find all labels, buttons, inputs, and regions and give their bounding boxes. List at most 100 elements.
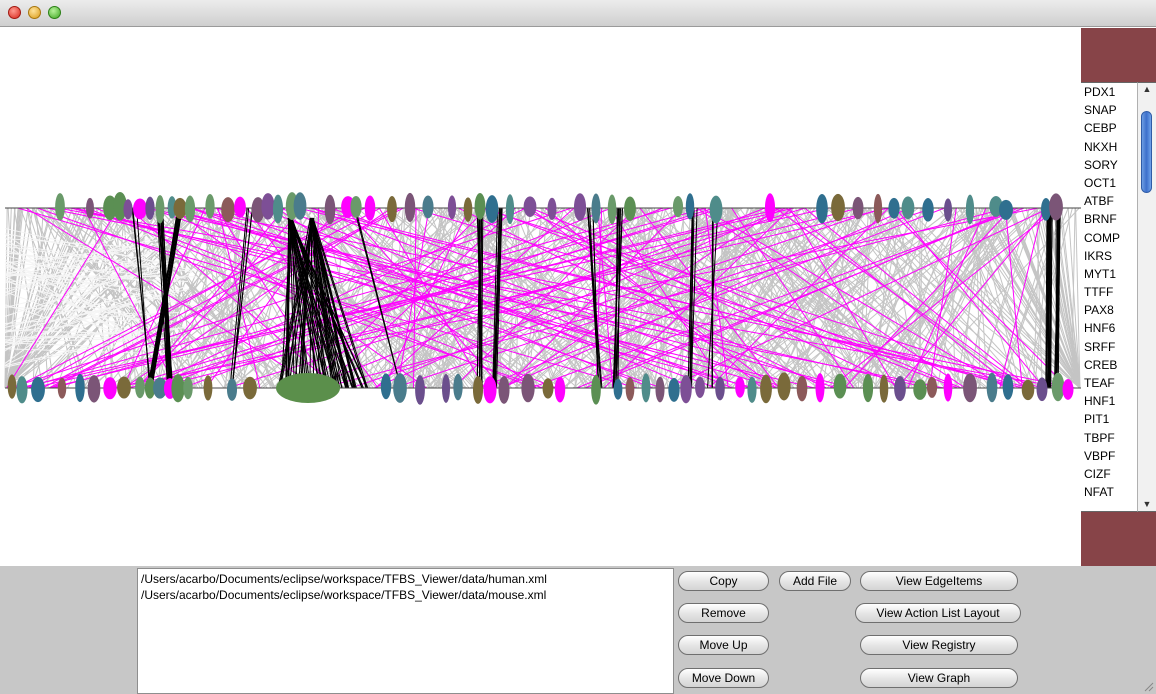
binding-site-node[interactable] [1041,198,1051,221]
tf-list-item[interactable]: PAX8 [1084,303,1114,318]
binding-site-node[interactable] [573,193,587,222]
binding-site-node[interactable] [422,195,434,219]
binding-site-node[interactable] [221,197,235,223]
minimize-window-button[interactable] [28,6,41,19]
tf-list-item[interactable]: NFAT [1084,485,1114,500]
add-file-button[interactable]: Add File [779,571,851,591]
tf-list-item[interactable]: SRFF [1084,339,1116,354]
file-list[interactable]: /Users/acarbo/Documents/eclipse/workspac… [137,568,674,694]
binding-site-node[interactable] [380,373,392,400]
binding-site-node[interactable] [145,196,155,220]
tf-list-item[interactable]: PIT1 [1084,412,1110,427]
binding-site-node[interactable] [796,375,808,402]
binding-site-node[interactable] [474,192,486,220]
binding-site-node[interactable] [415,375,425,405]
close-window-button[interactable] [8,6,21,19]
binding-site-node[interactable] [901,196,915,220]
binding-site-node[interactable] [735,376,745,398]
tf-list-item[interactable]: CEBP [1084,121,1117,136]
binding-site-node[interactable] [184,195,196,223]
tf-list-item[interactable]: SORY [1084,157,1118,172]
binding-site-node[interactable] [234,196,246,218]
binding-site-node[interactable] [591,374,601,405]
view-graph-button[interactable]: View Graph [860,668,1018,688]
binding-site-node[interactable] [144,377,156,399]
tf-list-item[interactable]: COMP [1084,230,1120,245]
copy-button[interactable]: Copy [678,571,769,591]
tf-list-item[interactable]: IKRS [1084,248,1113,263]
binding-site-node[interactable] [350,195,362,218]
binding-site-node[interactable] [387,196,397,223]
binding-site-node[interactable] [943,198,953,222]
binding-site-node[interactable] [85,197,95,219]
binding-site-node[interactable] [7,374,17,399]
binding-site-node[interactable] [483,376,497,404]
view-edgeitems-button[interactable]: View EdgeItems [860,571,1018,591]
binding-site-node[interactable] [591,193,601,224]
binding-site-node[interactable] [226,378,238,401]
binding-site-node[interactable] [607,194,617,225]
binding-site-node[interactable] [999,199,1013,220]
binding-site-node[interactable] [554,376,566,403]
binding-site-node[interactable] [324,194,336,225]
binding-site-node[interactable] [913,379,927,400]
binding-site-node[interactable] [1036,377,1048,402]
binding-site-node[interactable] [364,195,376,221]
resize-grip-icon[interactable] [1142,680,1154,692]
binding-site-node[interactable] [505,194,515,225]
binding-site-node[interactable] [641,373,651,403]
tf-list-item[interactable]: HNF6 [1084,321,1116,336]
binding-site-node[interactable] [447,195,457,220]
binding-site-node[interactable] [879,374,889,403]
binding-site-node[interactable] [760,374,772,404]
binding-site-node[interactable] [922,198,934,222]
tfbs-alignment-canvas[interactable] [0,28,1081,566]
binding-site-node[interactable] [685,193,695,220]
binding-site-node[interactable] [613,378,623,400]
binding-site-node[interactable] [672,196,684,218]
binding-site-node[interactable] [498,376,510,404]
binding-site-node[interactable] [709,195,723,224]
scrollbar-thumb[interactable] [1141,111,1152,193]
binding-site-node[interactable] [715,376,725,401]
binding-site-node[interactable] [205,193,215,219]
binding-site-node[interactable] [624,196,636,221]
binding-site-node[interactable] [888,197,900,219]
binding-site-node[interactable] [1062,379,1074,400]
tf-list-item[interactable]: MYT1 [1084,266,1117,281]
binding-site-node[interactable] [404,192,416,223]
binding-site-node[interactable] [75,373,85,403]
binding-site-node[interactable] [986,372,998,403]
binding-site-node[interactable] [272,194,284,224]
binding-site-node[interactable] [155,195,165,224]
binding-site-node[interactable] [1021,379,1035,401]
move-down-button[interactable]: Move Down [678,668,769,688]
file-list-item[interactable]: /Users/acarbo/Documents/eclipse/workspac… [141,588,547,602]
tf-list-item[interactable]: TEAF [1084,376,1115,390]
binding-site-node[interactable] [472,376,484,404]
binding-site-node[interactable] [117,376,131,399]
binding-site-node[interactable] [393,373,407,403]
binding-site-node[interactable] [777,372,791,401]
binding-site-node[interactable] [655,376,665,403]
binding-site-node[interactable] [251,197,265,223]
binding-site-node[interactable] [485,195,499,224]
tf-list-scrollbar[interactable]: ▲ ▼ [1137,82,1156,512]
tf-list-item[interactable]: CREB [1084,357,1118,372]
tf-list-item[interactable]: TTFF [1084,285,1114,300]
binding-site-node[interactable] [542,378,554,399]
binding-site-node[interactable] [894,376,906,402]
binding-site-node[interactable] [441,374,451,403]
binding-site-node[interactable] [133,198,147,220]
tf-list-item[interactable]: SNAP [1084,103,1117,118]
binding-site-node[interactable] [183,376,193,400]
binding-site-node[interactable] [1051,372,1065,402]
transcription-factor-list[interactable]: PDX1 SNAP CEBP NKXH SORY OCT1 ATBF BRNF COMP IKRS… [1081,82,1137,512]
tf-list-item[interactable]: HNF1 [1084,394,1116,409]
binding-site-node[interactable] [135,376,145,399]
binding-site-node[interactable] [103,377,117,400]
binding-site-node[interactable] [113,191,127,221]
binding-site-node[interactable] [668,377,680,402]
binding-site-node[interactable] [87,375,101,403]
binding-site-node[interactable] [831,193,845,222]
